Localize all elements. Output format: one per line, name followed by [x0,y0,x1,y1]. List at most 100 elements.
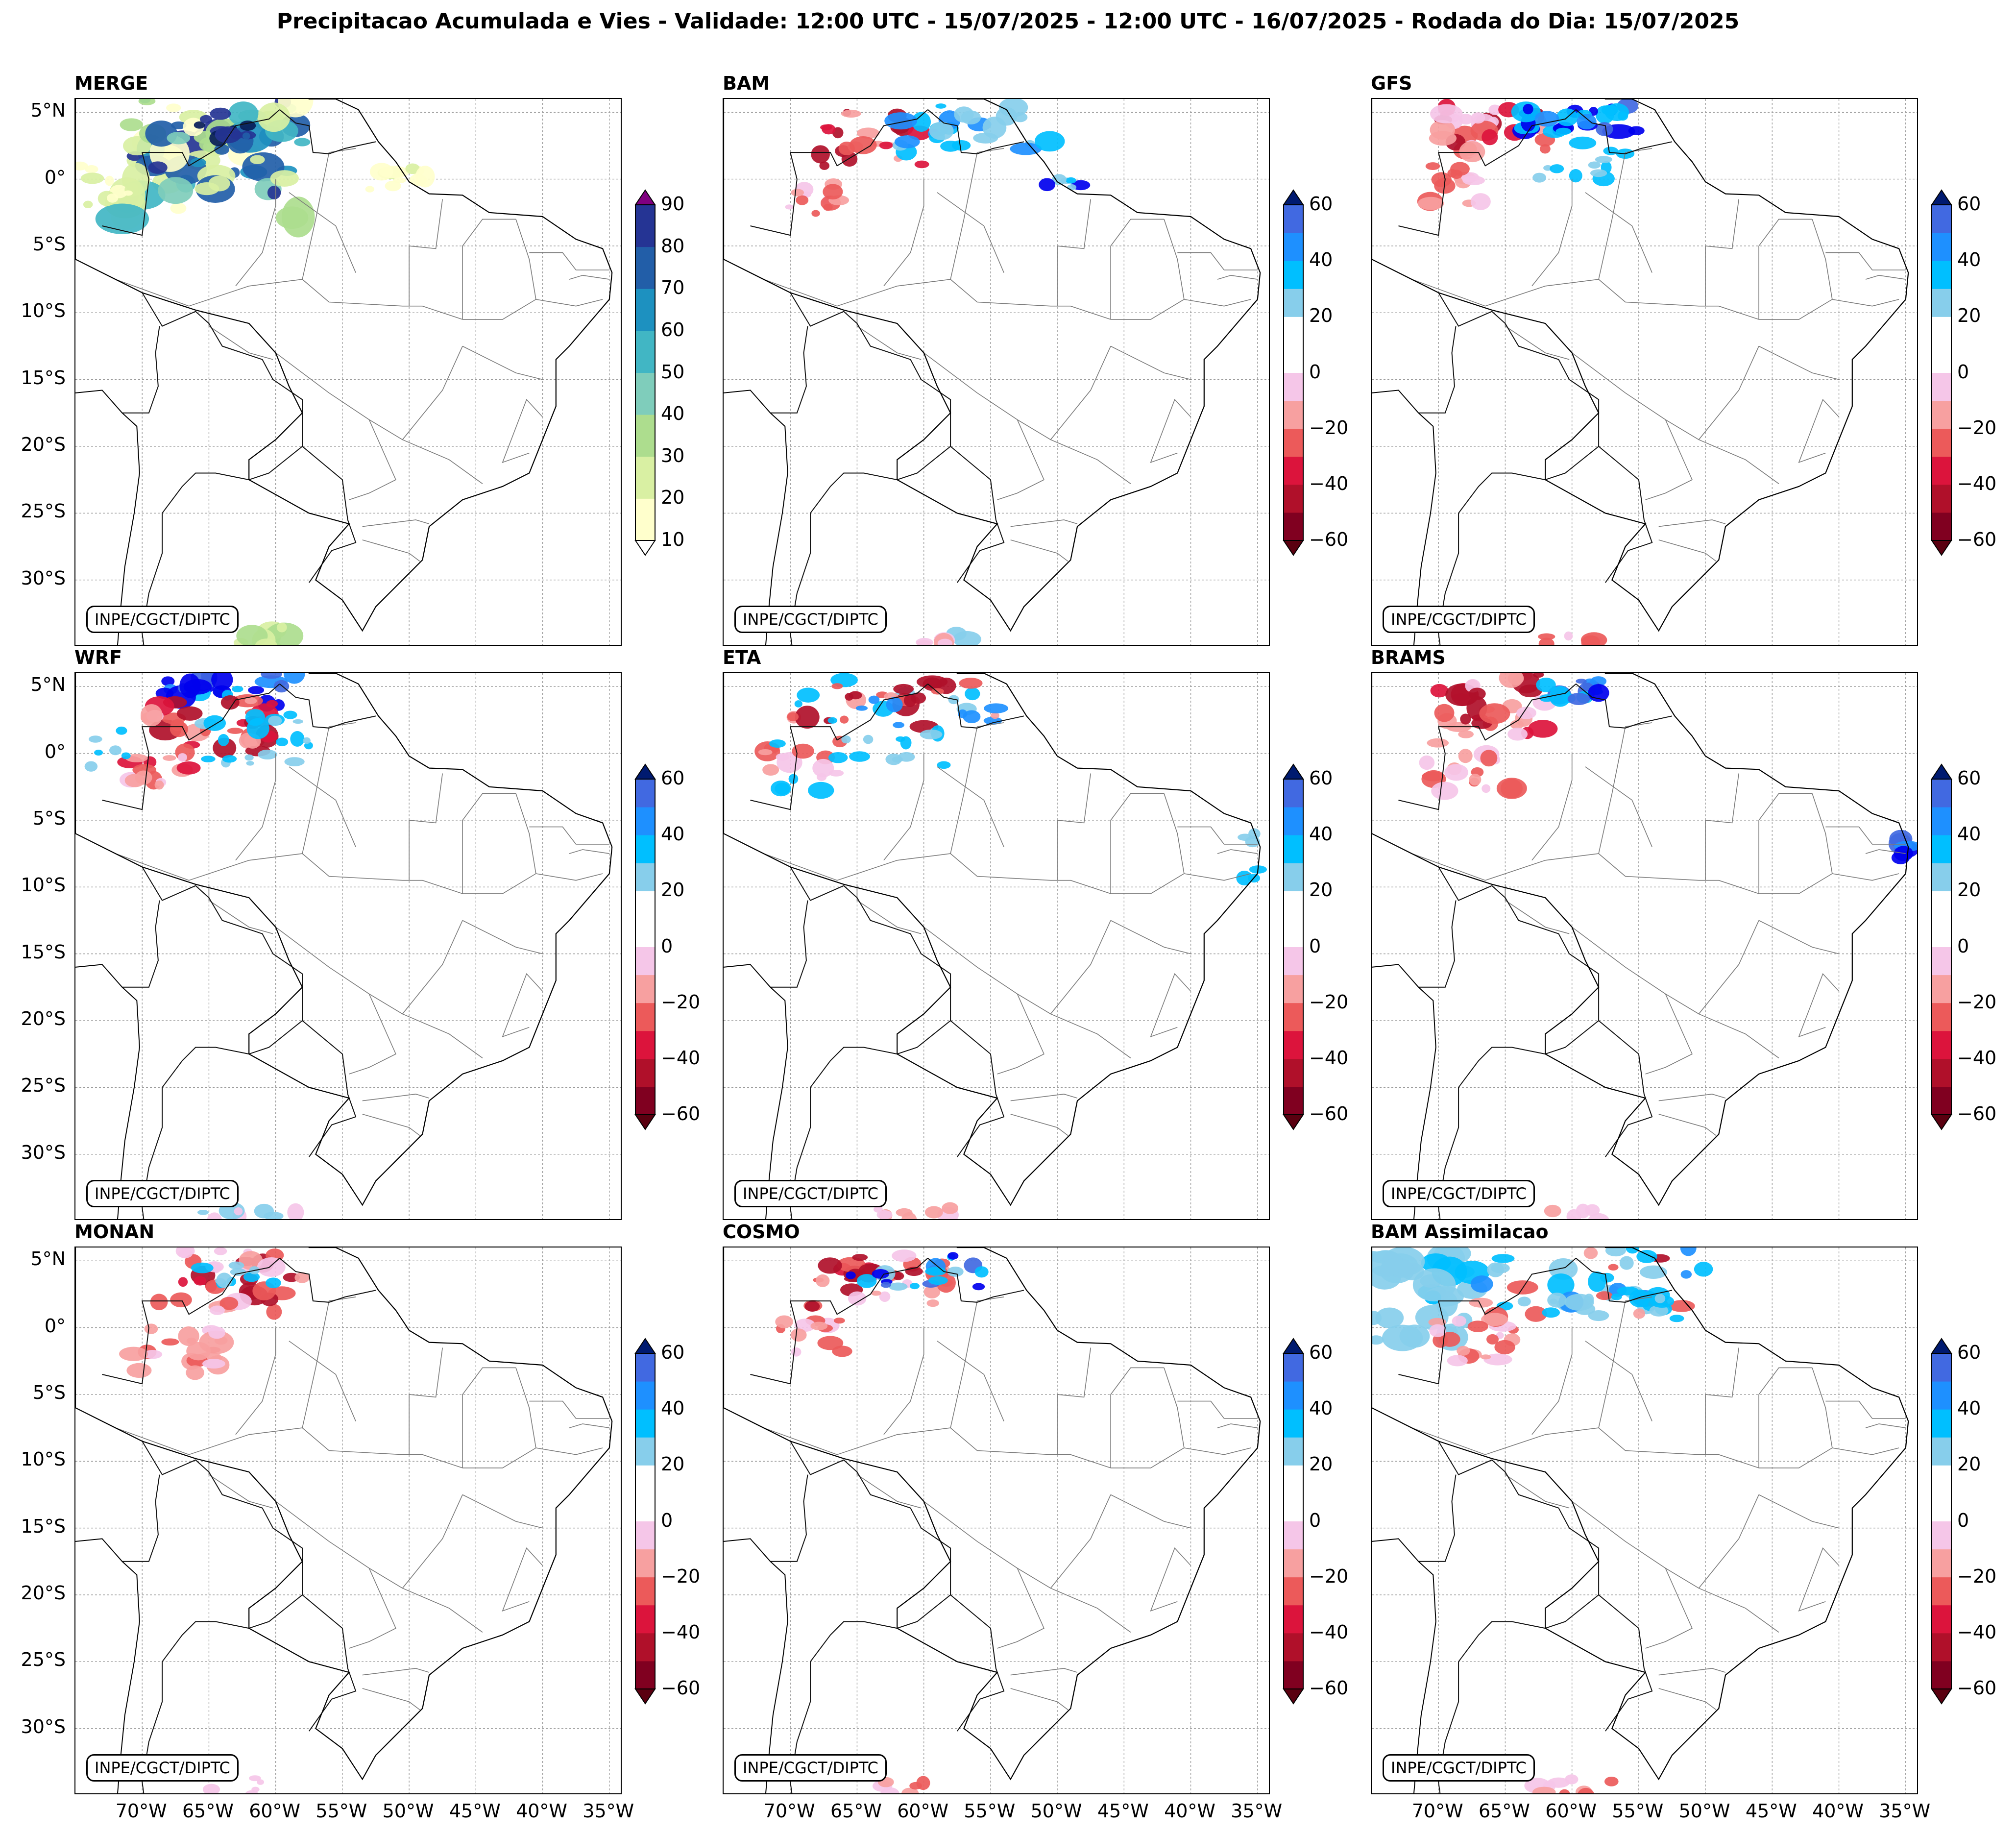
state-border [1658,1114,1717,1136]
precip-cell [197,1209,209,1215]
precip-cell [953,631,981,645]
precip-cell [215,1278,225,1284]
state-border [362,1688,420,1711]
precip-cell [984,703,1009,713]
country-border [790,292,951,481]
precip-cell [819,161,830,170]
precip-cell [194,1276,207,1286]
precip-cell [1480,1354,1491,1360]
state-border [349,419,396,500]
precip-cell [1611,1293,1622,1300]
colorbar-segment [1932,835,1951,863]
precip-cell [940,141,961,152]
precip-cell [228,101,259,126]
colorbar-tick-label: −40 [1957,472,1997,494]
colorbar-tick-label: −60 [1957,529,1997,550]
lon-label: 45°W [1097,1800,1149,1822]
precip-cell [1532,172,1547,183]
colorbar-segment [1932,456,1951,485]
precip-cell [1555,127,1572,135]
country-border [790,866,951,1055]
precip-cell [785,204,794,210]
precip-cell [1066,177,1076,184]
precip-cell [234,1207,243,1216]
precip-cell [170,1292,192,1308]
precip-cell [1412,1268,1456,1302]
colorbar-segment [635,1577,655,1606]
colorbar [634,189,656,556]
colorbar-tick-label: 60 [1957,767,1981,789]
precip-cell [84,761,98,772]
state-border [1177,826,1258,845]
precip-cell [1427,738,1449,748]
coastline [75,99,613,632]
precip-cell [203,715,226,731]
precip-cell [143,1350,163,1359]
map-panel-monan: INPE/CGCT/DIPTC [74,1247,622,1794]
precip-cell [840,715,849,724]
precip-cell [1452,1315,1467,1327]
state-border [275,920,463,1015]
precip-cell [370,163,393,181]
colorbar-extend-bottom [634,1114,656,1130]
lon-label: 55°W [1612,1800,1664,1822]
precip-cell [893,722,904,729]
state-border [950,722,1004,854]
colorbar-segment [1284,1381,1303,1410]
precip-cell [795,706,820,729]
lat-label: 25°S [21,500,66,522]
precip-cell [1525,1306,1547,1322]
colorbar-tick-label: −20 [1957,416,1997,439]
country-border-chile [724,1538,788,1793]
colorbar-segment [635,779,655,807]
precip-cell [119,1346,148,1361]
state-border [1705,773,1739,880]
colorbar-segment [1932,1605,1951,1634]
precip-cell [1547,1273,1575,1296]
map-panel-brams: INPE/CGCT/DIPTC [1371,672,1918,1220]
colorbar [1283,1338,1304,1705]
country-border [1576,1258,1673,1303]
state-border [275,346,463,440]
colorbar-segment [1932,289,1951,317]
country-border [950,446,1005,583]
precip-cell [1588,1310,1609,1321]
precip-cell [211,673,233,690]
precip-cell [393,177,406,184]
precip-cell [931,688,944,695]
state-border [1758,793,1812,894]
state-border [349,1568,396,1649]
state-border [923,920,1111,1015]
colorbar-frame [1931,779,1952,1115]
precip-cell [775,783,790,795]
precip-cell [267,186,281,200]
colorbar-segment [1284,344,1303,373]
colorbar-tick-label: 20 [1957,1453,1981,1475]
precip-cell [923,1285,941,1298]
precip-cell [893,684,914,694]
state-border [1832,873,1899,881]
colorbar-segment [1932,807,1951,835]
credit-label: INPE/CGCT/DIPTC [1383,1754,1535,1782]
precip-cell [240,121,256,131]
colorbar-tick-label: −20 [1309,416,1349,439]
state-border [1505,1458,1570,1509]
lon-label: 35°W [1231,1800,1283,1822]
map-panel-merge: INPE/CGCT/DIPTC [74,98,622,646]
state-border [763,853,1111,894]
state-border [409,199,443,306]
lon-label: 35°W [1879,1800,1931,1822]
state-border [462,345,543,380]
precip-cell [845,693,853,701]
precip-cell [190,158,206,168]
state-border [1832,1447,1899,1455]
precip-cell [1422,771,1444,782]
precip-cell [769,739,786,748]
precip-cell [273,680,290,693]
state-border [362,1668,430,1676]
precip-cell [963,710,981,723]
country-border-chile [75,1538,140,1793]
precip-cell [257,1257,286,1277]
precip-cell [811,210,820,217]
colorbar-segment [1932,891,1951,919]
